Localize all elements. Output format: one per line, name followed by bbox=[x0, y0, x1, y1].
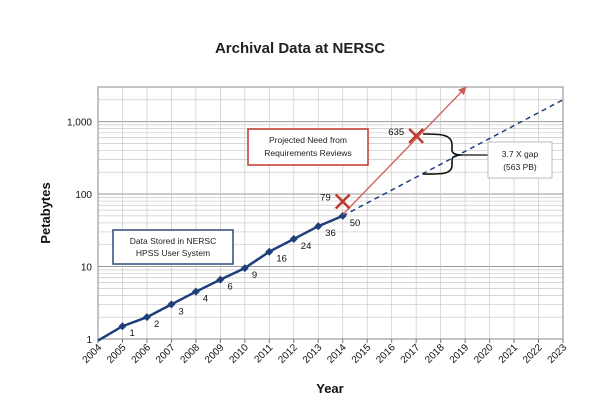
series-line-projected-arrow bbox=[342, 86, 467, 216]
stored-annotation: Data Stored in NERSC HPSS User System bbox=[112, 229, 234, 265]
marker-stroke bbox=[408, 127, 425, 144]
projected-annotation-line1: Projected Need from bbox=[269, 135, 347, 145]
series-layer: 1 2 3 4 6 9 16 24 36 50 bbox=[97, 86, 564, 342]
projected-annotation-line2: Requirements Reviews bbox=[264, 148, 351, 158]
projected-annotation-box bbox=[247, 128, 369, 166]
stored-annotation-box bbox=[112, 229, 234, 265]
data-label: 16 bbox=[276, 254, 287, 265]
data-point bbox=[289, 234, 298, 243]
stored-annotation-line1: Data Stored in NERSC bbox=[130, 236, 216, 246]
plot-frame bbox=[97, 86, 564, 340]
marker-label: 79 bbox=[320, 192, 331, 203]
x-tick-label: 2023 bbox=[546, 342, 570, 366]
data-point bbox=[118, 322, 127, 331]
x-tick-label: 2004 bbox=[81, 342, 105, 366]
x-tick-label: 2012 bbox=[276, 342, 300, 366]
x-tick-label: 2013 bbox=[301, 342, 325, 366]
x-tick-label: 2014 bbox=[325, 342, 349, 366]
gap-annotation-line2: (563 PB) bbox=[503, 162, 537, 172]
gap-annotation: 3.7 X gap (563 PB) bbox=[487, 141, 553, 179]
gap-annotation-box bbox=[487, 141, 553, 179]
x-tick-label: 2020 bbox=[472, 342, 496, 366]
data-point bbox=[265, 247, 274, 256]
x-tick-label: 2006 bbox=[130, 342, 154, 366]
y-tick-label: 1,000 bbox=[67, 118, 92, 129]
data-point bbox=[167, 300, 176, 309]
data-label: 24 bbox=[301, 241, 312, 252]
x-tick-label: 2018 bbox=[423, 342, 447, 366]
x-tick-label: 2022 bbox=[521, 342, 545, 366]
projected-annotation: Projected Need from Requirements Reviews bbox=[247, 128, 369, 166]
stored-annotation-line2: HPSS User System bbox=[136, 248, 210, 258]
x-axis-label: Year bbox=[316, 381, 343, 396]
markers-layer: 79 635 bbox=[320, 127, 425, 210]
projected-marker: 79 bbox=[320, 192, 351, 210]
gap-annotation-line1: 3.7 X gap bbox=[502, 149, 539, 159]
data-label: 1 bbox=[129, 328, 134, 339]
x-tick-label: 2017 bbox=[399, 342, 423, 366]
gap-brace bbox=[422, 133, 463, 175]
gap-bracket bbox=[422, 133, 488, 175]
x-tick-label: 2019 bbox=[448, 342, 472, 366]
data-point bbox=[240, 264, 249, 273]
data-label: 3 bbox=[178, 306, 183, 317]
x-tick-label: 2015 bbox=[350, 342, 374, 366]
series-line-trend-dashed bbox=[342, 99, 564, 217]
x-tick-label: 2016 bbox=[374, 342, 398, 366]
y-axis-label: Petabytes bbox=[38, 182, 53, 243]
y-tick-label: 1 bbox=[86, 335, 92, 346]
data-label: 6 bbox=[227, 282, 232, 293]
data-point bbox=[191, 287, 200, 296]
data-point bbox=[314, 222, 323, 231]
y-tick-label: 10 bbox=[81, 263, 93, 274]
x-tick-label: 2021 bbox=[497, 342, 521, 366]
x-tick-label: 2005 bbox=[105, 342, 129, 366]
y-tick-label: 100 bbox=[75, 190, 92, 201]
data-label: 4 bbox=[203, 294, 208, 305]
grid bbox=[97, 86, 564, 340]
x-tick-label: 2007 bbox=[154, 342, 178, 366]
x-tick-label: 2011 bbox=[252, 342, 275, 365]
marker-stroke bbox=[334, 193, 351, 210]
x-axis-ticks: 2004 2005 2006 2007 2008 2009 2010 2011 2012 2013… bbox=[81, 339, 570, 366]
data-label: 50 bbox=[350, 218, 361, 229]
x-tick-label: 2010 bbox=[227, 342, 251, 366]
data-label: 9 bbox=[252, 270, 257, 281]
x-tick-label: 2009 bbox=[203, 342, 227, 366]
x-tick-label: 2008 bbox=[179, 342, 203, 366]
data-label: 36 bbox=[325, 228, 336, 239]
projected-marker: 635 bbox=[388, 127, 425, 144]
data-point bbox=[142, 313, 151, 322]
chart-title: Archival Data at NERSC bbox=[215, 40, 385, 57]
data-label: 2 bbox=[154, 319, 159, 330]
marker-label: 635 bbox=[388, 127, 404, 138]
data-point bbox=[216, 275, 225, 284]
y-axis-ticks: 1 10 100 1,000 bbox=[67, 118, 92, 346]
